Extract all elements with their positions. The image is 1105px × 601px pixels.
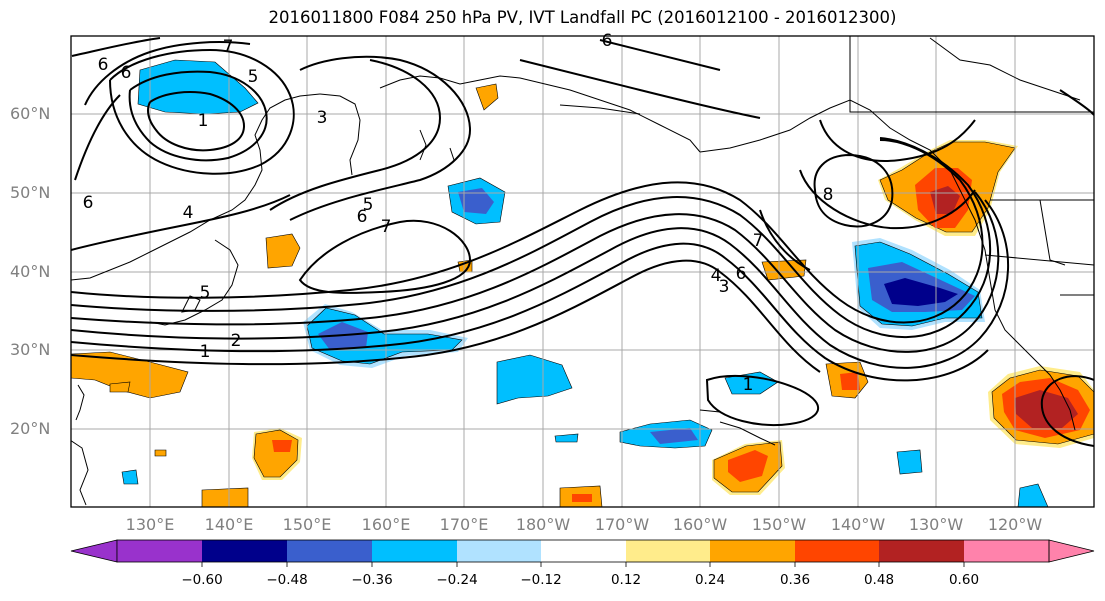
- contour-label: 3: [317, 108, 328, 128]
- map-title: 2016011800 F084 250 hPa PV, IVT Landfall…: [268, 8, 897, 27]
- colorbar-tick-label: −0.60: [181, 572, 223, 588]
- contour-label: 1: [743, 375, 754, 395]
- contour-label: 6: [736, 264, 747, 284]
- lon-label: 170°W: [594, 515, 650, 534]
- contour-label: 2: [231, 331, 242, 351]
- colorbar-tick-label: 0.12: [610, 572, 642, 588]
- contour-label: 6: [121, 63, 132, 83]
- lon-label: 130°E: [125, 515, 175, 534]
- lon-label: 160°E: [361, 515, 411, 534]
- colorbar-tick-label: −0.12: [520, 572, 562, 588]
- contour-label: 6: [357, 207, 368, 227]
- contour-label: 1: [200, 342, 211, 362]
- lon-label: 120°W: [987, 515, 1043, 534]
- colorbar-frame: [116, 539, 1050, 563]
- contour-labels: 7 6 6 5 1 3 5 6 7 4 6 5 2 1 1 7 6 4 3 8 …: [83, 31, 834, 395]
- map-frame: [70, 35, 1095, 508]
- colorbar-tick-label: 0.60: [948, 572, 980, 588]
- lon-label: 150°W: [751, 515, 807, 534]
- contour-label: 4: [711, 266, 722, 286]
- colorbar-tick-label: 0.36: [779, 572, 811, 588]
- lon-label: 160°W: [672, 515, 728, 534]
- lat-label: 20°N: [10, 419, 51, 438]
- contour-label: 6: [83, 193, 94, 213]
- pv-contours: [71, 37, 1094, 447]
- contour-label: 8: [823, 185, 834, 205]
- colorbar-tick-label: −0.48: [266, 572, 308, 588]
- contour-label: 7: [753, 231, 764, 251]
- neg-anomaly-subtropical: [496, 354, 573, 405]
- colorbar-tick-label: 0.24: [694, 572, 726, 588]
- contour-label: 1: [198, 111, 209, 131]
- lat-label: 60°N: [10, 104, 51, 123]
- lat-label: 30°N: [10, 340, 51, 359]
- colorbar-bin: [710, 540, 795, 562]
- lon-label: 170°E: [439, 515, 489, 534]
- colorbar-bin: [372, 540, 457, 562]
- lon-label: 140°E: [204, 515, 254, 534]
- lat-label: 40°N: [10, 262, 51, 281]
- colorbar-bin: [117, 540, 202, 562]
- lon-label: 140°W: [830, 515, 886, 534]
- colorbar-tick-label: 0.48: [863, 572, 895, 588]
- colorbar-bin: [287, 540, 372, 562]
- contour-label: 5: [200, 283, 211, 303]
- colorbar-tick-label: −0.36: [351, 572, 393, 588]
- colorbar: [70, 539, 1095, 567]
- contour-label: 3: [719, 277, 730, 297]
- colorbar-bin: [879, 540, 964, 562]
- colorbar-bin: [541, 540, 626, 562]
- colorbar-min-extend: [70, 539, 118, 563]
- contour-label: 4: [183, 203, 194, 223]
- colorbar-tick-label: −0.24: [436, 572, 478, 588]
- contour-label: 6: [98, 55, 109, 75]
- contour-label: 7: [223, 37, 234, 57]
- colorbar-bin: [795, 540, 879, 562]
- contour-label: 5: [363, 195, 374, 215]
- colorbar-bin: [964, 540, 1049, 562]
- colorbar-bin: [202, 540, 287, 562]
- contour-label: 7: [381, 217, 392, 237]
- lon-label: 180°W: [515, 515, 571, 534]
- contour-label: 6: [602, 31, 613, 51]
- colorbar-bin: [457, 540, 541, 562]
- colorbar-bin: [626, 540, 710, 562]
- lat-label: 50°N: [10, 183, 51, 202]
- lon-label: 150°E: [282, 515, 332, 534]
- contour-label: 5: [248, 67, 259, 87]
- colorbar-max-extend: [1048, 539, 1095, 563]
- lon-label: 130°W: [908, 515, 964, 534]
